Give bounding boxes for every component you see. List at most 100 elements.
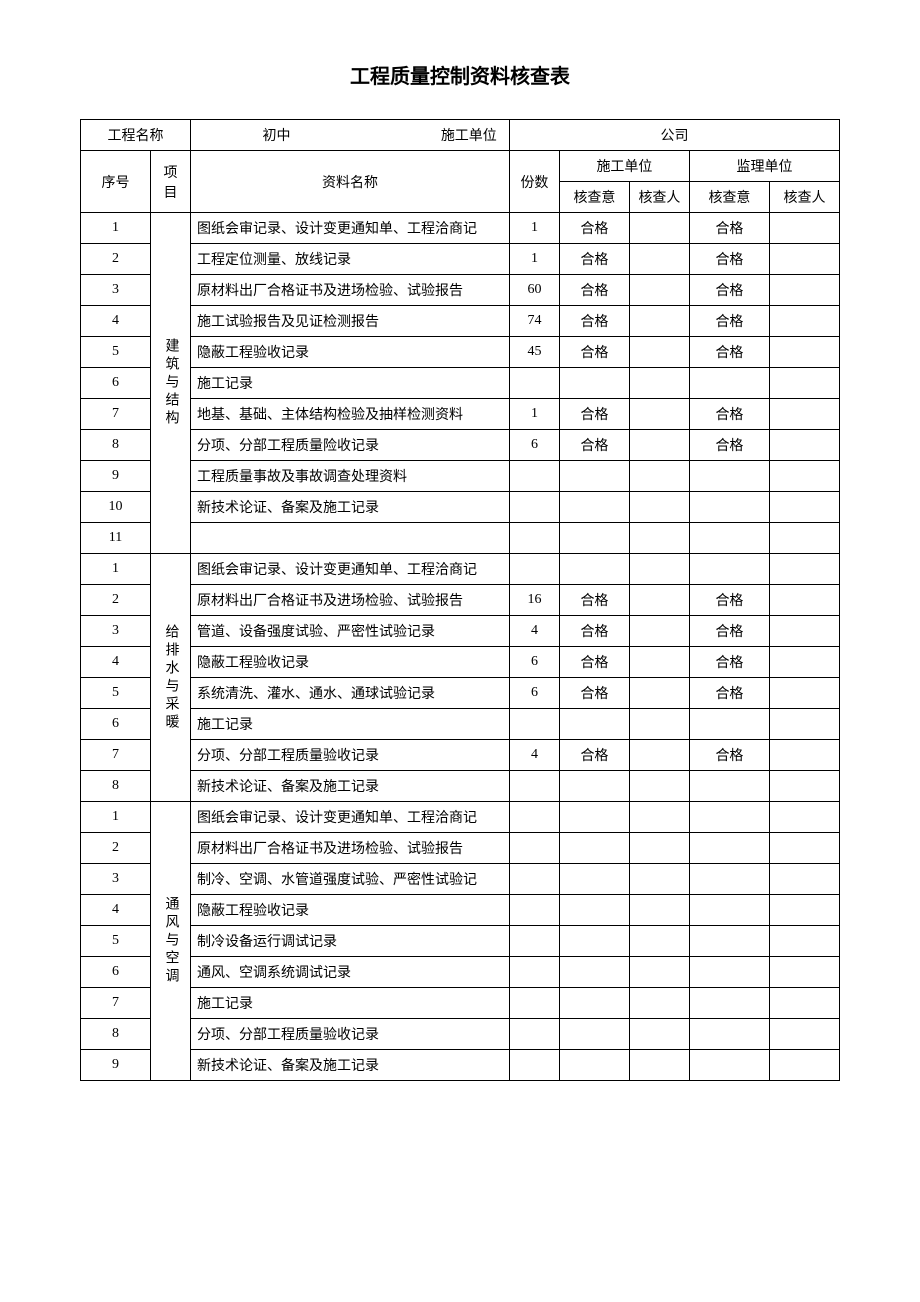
table-row: 8新技术论证、备案及施工记录 <box>81 771 840 802</box>
check-person-cell <box>769 1019 839 1050</box>
check-person-cell <box>629 833 689 864</box>
check-person-cell <box>629 647 689 678</box>
check-opinion-cell <box>559 771 629 802</box>
check-opinion-cell <box>559 492 629 523</box>
doc-name-cell: 系统清洗、灌水、通水、通球试验记录 <box>191 678 510 709</box>
row-num: 9 <box>81 1050 151 1081</box>
check-opinion-cell: 合格 <box>689 213 769 244</box>
check-opinion-cell <box>689 988 769 1019</box>
check-person-cell <box>769 988 839 1019</box>
check-person-cell <box>769 709 839 740</box>
row-num: 3 <box>81 616 151 647</box>
check-person-cell <box>769 399 839 430</box>
doc-name-cell: 施工记录 <box>191 988 510 1019</box>
check-person-cell <box>629 213 689 244</box>
table-row: 3制冷、空调、水管道强度试验、严密性试验记 <box>81 864 840 895</box>
row-num: 4 <box>81 306 151 337</box>
row-num: 6 <box>81 368 151 399</box>
doc-name-cell: 管道、设备强度试验、严密性试验记录 <box>191 616 510 647</box>
doc-name-cell: 制冷、空调、水管道强度试验、严密性试验记 <box>191 864 510 895</box>
row-num: 10 <box>81 492 151 523</box>
check-person-cell <box>769 523 839 554</box>
check-opinion-cell: 合格 <box>559 585 629 616</box>
col-check-person-2: 核查人 <box>769 182 839 213</box>
page-title: 工程质量控制资料核查表 <box>80 60 840 89</box>
check-person-cell <box>769 368 839 399</box>
check-opinion-cell <box>559 554 629 585</box>
header-info-row: 工程名称 初中施工单位 公司 <box>81 120 840 151</box>
check-opinion-cell: 合格 <box>559 740 629 771</box>
col-check-opinion-1: 核查意 <box>559 182 629 213</box>
check-person-cell <box>769 616 839 647</box>
qty-cell <box>509 802 559 833</box>
row-num: 7 <box>81 988 151 1019</box>
check-opinion-cell <box>559 709 629 740</box>
check-opinion-cell <box>559 988 629 1019</box>
table-row: 2原材料出厂合格证书及进场检验、试验报告16合格合格 <box>81 585 840 616</box>
check-person-cell <box>629 306 689 337</box>
qty-cell: 4 <box>509 616 559 647</box>
check-person-cell <box>629 1050 689 1081</box>
table-row: 5隐蔽工程验收记录45合格合格 <box>81 337 840 368</box>
check-person-cell <box>769 1050 839 1081</box>
doc-name-cell: 原材料出厂合格证书及进场检验、试验报告 <box>191 585 510 616</box>
table-row: 3原材料出厂合格证书及进场检验、试验报告60合格合格 <box>81 275 840 306</box>
doc-name-cell: 原材料出厂合格证书及进场检验、试验报告 <box>191 275 510 306</box>
qty-cell: 45 <box>509 337 559 368</box>
doc-name-cell: 图纸会审记录、设计变更通知单、工程洽商记 <box>191 802 510 833</box>
table-row: 7地基、基础、主体结构检验及抽样检测资料1合格合格 <box>81 399 840 430</box>
doc-name-cell: 通风、空调系统调试记录 <box>191 957 510 988</box>
check-person-cell <box>629 523 689 554</box>
row-num: 1 <box>81 213 151 244</box>
qty-cell: 1 <box>509 244 559 275</box>
row-num: 8 <box>81 771 151 802</box>
doc-name-cell: 分项、分部工程质量验收记录 <box>191 740 510 771</box>
row-num: 8 <box>81 1019 151 1050</box>
check-person-cell <box>629 337 689 368</box>
doc-name-cell: 图纸会审记录、设计变更通知单、工程洽商记 <box>191 554 510 585</box>
check-person-cell <box>629 461 689 492</box>
table-row: 4施工试验报告及见证检测报告74合格合格 <box>81 306 840 337</box>
check-person-cell <box>769 833 839 864</box>
check-person-cell <box>769 213 839 244</box>
table-row: 5系统清洗、灌水、通水、通球试验记录6合格合格 <box>81 678 840 709</box>
check-person-cell <box>629 585 689 616</box>
check-person-cell <box>629 554 689 585</box>
check-person-cell <box>629 895 689 926</box>
check-person-cell <box>629 275 689 306</box>
check-opinion-cell: 合格 <box>689 337 769 368</box>
row-num: 9 <box>81 461 151 492</box>
check-opinion-cell: 合格 <box>559 678 629 709</box>
doc-name-cell: 新技术论证、备案及施工记录 <box>191 492 510 523</box>
doc-name-cell: 地基、基础、主体结构检验及抽样检测资料 <box>191 399 510 430</box>
check-person-cell <box>629 244 689 275</box>
check-opinion-cell <box>689 1019 769 1050</box>
table-row: 11 <box>81 523 840 554</box>
check-opinion-cell: 合格 <box>559 616 629 647</box>
qty-cell <box>509 461 559 492</box>
table-row: 4隐蔽工程验收记录 <box>81 895 840 926</box>
qty-cell <box>509 492 559 523</box>
qty-cell <box>509 368 559 399</box>
check-opinion-cell: 合格 <box>559 337 629 368</box>
qty-cell <box>509 895 559 926</box>
construction-unit-value: 公司 <box>509 120 839 151</box>
project-name-label: 工程名称 <box>81 120 191 151</box>
check-opinion-cell <box>559 523 629 554</box>
check-opinion-cell: 合格 <box>559 306 629 337</box>
check-opinion-cell <box>559 895 629 926</box>
qty-cell <box>509 864 559 895</box>
row-num: 6 <box>81 957 151 988</box>
table-row: 1建筑与结构图纸会审记录、设计变更通知单、工程洽商记1合格合格 <box>81 213 840 244</box>
check-person-cell <box>769 554 839 585</box>
check-opinion-cell <box>689 802 769 833</box>
check-opinion-cell: 合格 <box>689 647 769 678</box>
doc-name-cell: 工程质量事故及事故调查处理资料 <box>191 461 510 492</box>
row-num: 4 <box>81 895 151 926</box>
row-num: 1 <box>81 802 151 833</box>
check-person-cell <box>629 678 689 709</box>
check-person-cell <box>769 864 839 895</box>
doc-name-cell: 分项、分部工程质量验收记录 <box>191 1019 510 1050</box>
check-opinion-cell <box>689 895 769 926</box>
check-opinion-cell: 合格 <box>559 647 629 678</box>
